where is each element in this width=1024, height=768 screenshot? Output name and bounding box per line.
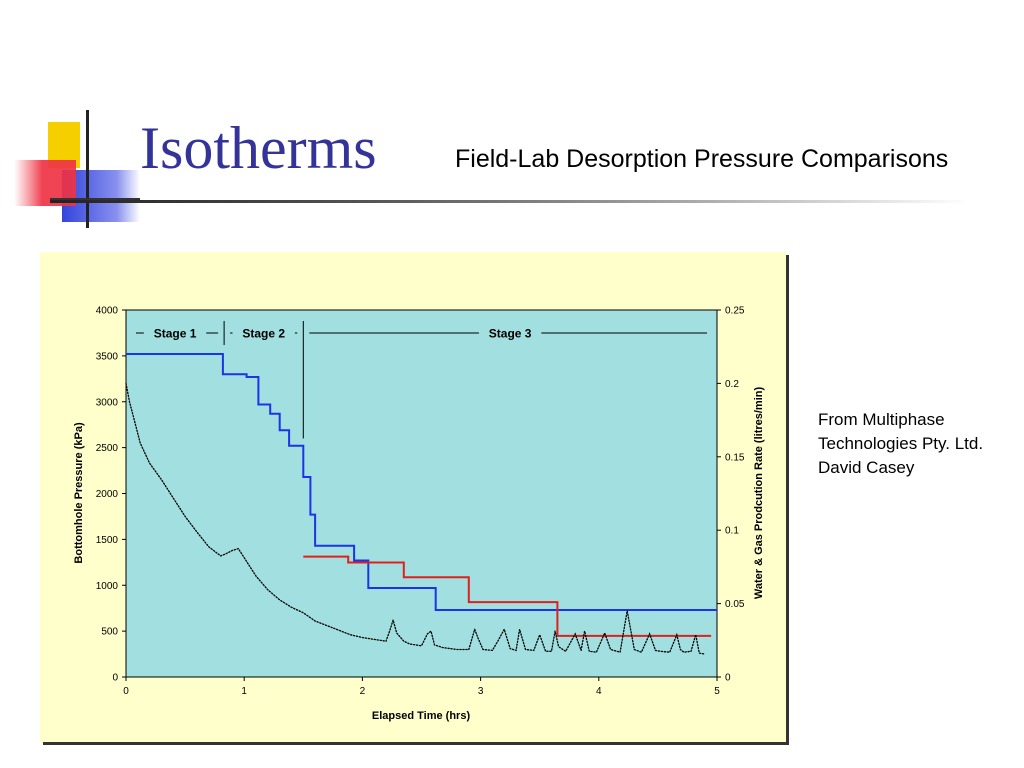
- y2-tick-label: 0.05: [725, 599, 745, 610]
- source-credit: From Multiphase Technologies Pty. Ltd. D…: [818, 408, 983, 480]
- credit-line: Technologies Pty. Ltd.: [818, 434, 984, 453]
- y2-tick-label: 0: [725, 673, 731, 684]
- y2-tick-label: 0.25: [725, 306, 745, 317]
- y-tick-label: 2500: [96, 443, 119, 454]
- slide-subtitle: Field-Lab Desorption Pressure Comparison…: [455, 145, 949, 173]
- x-axis-title: Elapsed Time (hrs): [372, 710, 471, 722]
- stage-annotations: Stage 1 Stage 2 Stage 3: [136, 321, 707, 439]
- x-tick-label: 5: [714, 686, 720, 697]
- plot-area: [125, 309, 718, 678]
- stage-label: Stage 1: [154, 327, 197, 341]
- slide-title: Isotherms: [140, 115, 377, 181]
- series-layer: [125, 353, 717, 655]
- y-tick-label: 3000: [96, 397, 119, 408]
- production-rate-line: [303, 555, 712, 637]
- x-tick-label: 4: [596, 686, 602, 697]
- y2-tick-label: 0.1: [725, 526, 739, 537]
- pressure-chart: Stage 1 Stage 2 Stage 3 0 1 2 3 4 5050010001500…: [73, 306, 765, 723]
- x-tick-label: 1: [241, 686, 247, 697]
- x-tick-label: 3: [478, 686, 484, 697]
- x-tick-label: 2: [360, 686, 366, 697]
- field-pressure-trace: [125, 382, 706, 655]
- y2-tick-label: 0.2: [725, 379, 739, 390]
- credit-line: David Casey: [818, 458, 915, 477]
- y-tick-label: 0: [112, 673, 118, 684]
- chart-panel: Stage 1 Stage 2 Stage 3 0 1 2 3 4 5 0 500 1000 1500…: [40, 252, 786, 742]
- logo-vertical-bar: [86, 110, 89, 228]
- axis-ticks: 0 1 2 3 4 50500100015002000250030003500400000…: [96, 306, 745, 698]
- y-tick-label: 1500: [96, 535, 119, 546]
- x-tick-label: 0: [123, 686, 129, 697]
- y-tick-label: 3500: [96, 351, 119, 362]
- y-axis-title: Bottomhole Pressure (kPa): [73, 422, 85, 564]
- logo-horizontal-bar: [50, 198, 140, 201]
- y2-tick-label: 0.15: [725, 452, 745, 463]
- stage-label: Stage 2: [242, 327, 285, 341]
- credit-line: From Multiphase: [818, 410, 945, 429]
- title-divider: [50, 200, 970, 203]
- y-tick-label: 4000: [96, 306, 119, 317]
- pressure-step-line: [126, 353, 717, 611]
- y-tick-label: 500: [101, 627, 118, 638]
- slide-logo: [14, 110, 140, 228]
- y-tick-label: 2000: [96, 489, 119, 500]
- y2-axis-title: Water & Gas Prodcution Rate (litres/min): [753, 387, 765, 600]
- y-tick-label: 1000: [96, 581, 119, 592]
- stage-label: Stage 3: [489, 327, 532, 341]
